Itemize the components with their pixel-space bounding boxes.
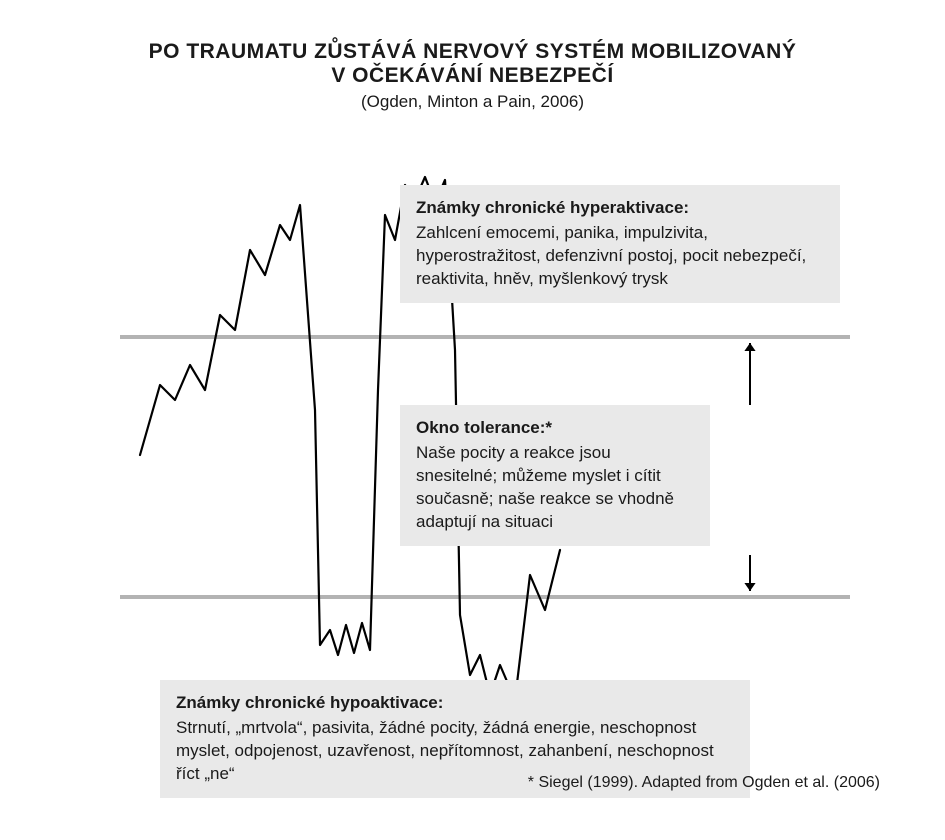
hyperactivation-box: Známky chronické hyperaktivace: Zahlcení… <box>400 185 840 303</box>
title-line-1: PO TRAUMATU ZŮSTÁVÁ NERVOVÝ SYSTÉM MOBIL… <box>0 40 945 64</box>
hyperactivation-heading: Známky chronické hyperaktivace: <box>416 197 824 220</box>
hypoactivation-heading: Známky chronické hypoaktivace: <box>176 692 734 715</box>
title-subtitle: (Ogden, Minton a Pain, 2006) <box>0 92 945 112</box>
title-block: PO TRAUMATU ZŮSTÁVÁ NERVOVÝ SYSTÉM MOBIL… <box>0 0 945 112</box>
tolerance-heading: Okno tolerance:* <box>416 417 694 440</box>
diagram-area: Známky chronické hyperaktivace: Zahlcení… <box>120 155 860 715</box>
tolerance-body: Naše pocity a reakce jsou snesitelné; mů… <box>416 442 694 534</box>
footnote: * Siegel (1999). Adapted from Ogden et a… <box>528 774 880 792</box>
tolerance-box: Okno tolerance:* Naše pocity a reakce js… <box>400 405 710 546</box>
title-line-2: V OČEKÁVÁNÍ NEBEZPEČÍ <box>0 64 945 88</box>
hyperactivation-body: Zahlcení emocemi, panika, impulzivita, h… <box>416 222 824 291</box>
